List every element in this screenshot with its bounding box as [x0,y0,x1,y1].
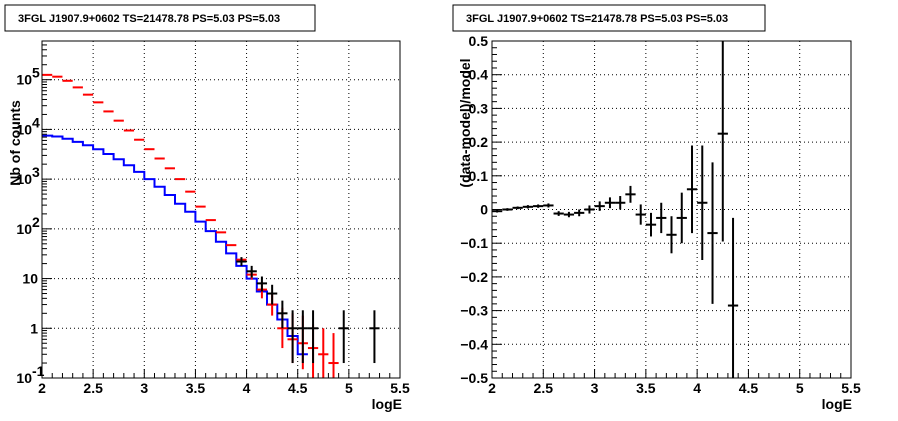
data-point [236,257,247,266]
right-y-tick-label: 0 [480,202,488,218]
left-series [42,73,380,378]
right-y-tick-label: 0.2 [469,134,489,150]
right-x-tick-label: 5 [796,380,804,396]
residuals-panel: 3FGL J1907.9+0602 TS=21478.78 PS=5.03 PS… [452,4,861,412]
left-y-tick-label: 10 [16,370,32,386]
right-chart-title: 3FGL J1907.9+0602 TS=21478.78 PS=5.03 PS… [466,13,728,25]
right-grid [492,41,851,378]
residual-point [727,217,739,378]
left-x-tick-label: 5 [345,380,353,396]
residual-point [584,205,595,214]
residual-point [553,211,564,216]
right-y-tick-label: −0.1 [460,235,488,251]
residual-point [656,202,667,234]
right-title-box [452,4,766,32]
right-y-tick-label: 0.4 [469,67,489,83]
counts-histogram-panel: 3FGL J1907.9+0602 TS=21478.78 PS=5.03 PS… [4,4,410,412]
residual-point [645,212,657,237]
right-x-tick-label: 4.5 [739,380,759,396]
residual-point [615,196,626,210]
right-plot-frame [491,40,852,379]
residual-point [666,216,677,254]
residual-point [604,197,616,209]
right-y-tick-label: −0.4 [460,336,488,352]
right-ticks: 2 2.5 3 3.5 4 4.5 5 5.5 −0.5 −0.4 −0.3 −0.2 −0.1 0 0.1… [460,33,861,396]
left-y-tick-label: 10 [16,121,32,137]
left-y-tick-exponent: 3 [32,164,40,180]
left-y-tick-exponent: -1 [32,363,45,379]
residual-point [522,205,534,209]
residual-point [625,185,636,203]
data-point [297,310,308,364]
right-y-tick-label: −0.5 [460,370,488,386]
residual-point [574,209,585,217]
right-x-tick-label: 3 [591,380,599,396]
residual-point [717,41,728,242]
right-y-tick-label: 0.5 [469,33,489,49]
residual-point [502,208,513,211]
data-point [267,284,278,305]
left-x-tick-label: 2 [38,380,46,396]
data-point [246,265,257,278]
data-point [287,310,298,364]
right-y-tick-label: 0.3 [469,100,489,116]
residual-point [492,209,503,213]
residual-point [707,162,718,304]
left-x-tick-label: 2.5 [83,380,103,396]
residual-point [635,204,646,225]
left-plot-frame [41,40,401,379]
residual-point [686,145,698,234]
left-x-tick-label: 4 [243,380,251,396]
left-x-axis-label: logE [372,396,402,412]
left-x-tick-label: 4.5 [288,380,308,396]
left-y-tick-label: 10 [16,72,32,88]
left-chart-title: 3FGL J1907.9+0602 TS=21478.78 PS=5.03 PS… [18,13,280,25]
residual-point [563,211,575,218]
left-x-tick-label: 3.5 [186,380,206,396]
residual-point [533,204,544,208]
left-x-tick-label: 5.5 [390,380,410,396]
right-x-tick-label: 2.5 [534,380,554,396]
left-x-tick-label: 3 [140,380,148,396]
right-x-tick-label: 2 [488,380,496,396]
right-series [492,41,739,378]
right-x-tick-label: 5.5 [841,380,861,396]
data-point [338,310,349,364]
left-y-tick-exponent: 2 [32,214,40,230]
residual-point [543,203,554,208]
right-x-tick-label: 4 [693,380,701,396]
left-y-tick-exponent: 4 [32,114,40,130]
residual-point [594,201,605,211]
left-y-tick-label: 10 [16,171,32,187]
right-y-tick-label: −0.2 [460,269,488,285]
data-point [256,276,268,292]
left-y-tick-label: 10 [22,271,38,287]
left-y-tick-exponent: 5 [32,65,40,81]
residual-point [676,192,687,244]
data-point [369,310,380,364]
right-y-tick-label: −0.3 [460,303,488,319]
left-y-tick-label: 1 [30,320,38,336]
left-title-box [4,4,316,32]
left-y-axis-label: Nb of counts [7,100,23,186]
right-x-axis-label: logE [822,396,852,412]
model-point [328,333,339,378]
data-point [307,310,319,364]
residual-point [512,206,523,210]
right-y-tick-label: 0.1 [469,168,489,184]
right-x-tick-label: 3.5 [636,380,656,396]
left-grid [42,41,400,378]
left-y-tick-label: 10 [16,221,32,237]
right-y-axis-label: (data-model)/model [457,58,473,187]
residual-point [697,145,708,261]
data-point [277,300,288,329]
model-point [318,328,329,378]
